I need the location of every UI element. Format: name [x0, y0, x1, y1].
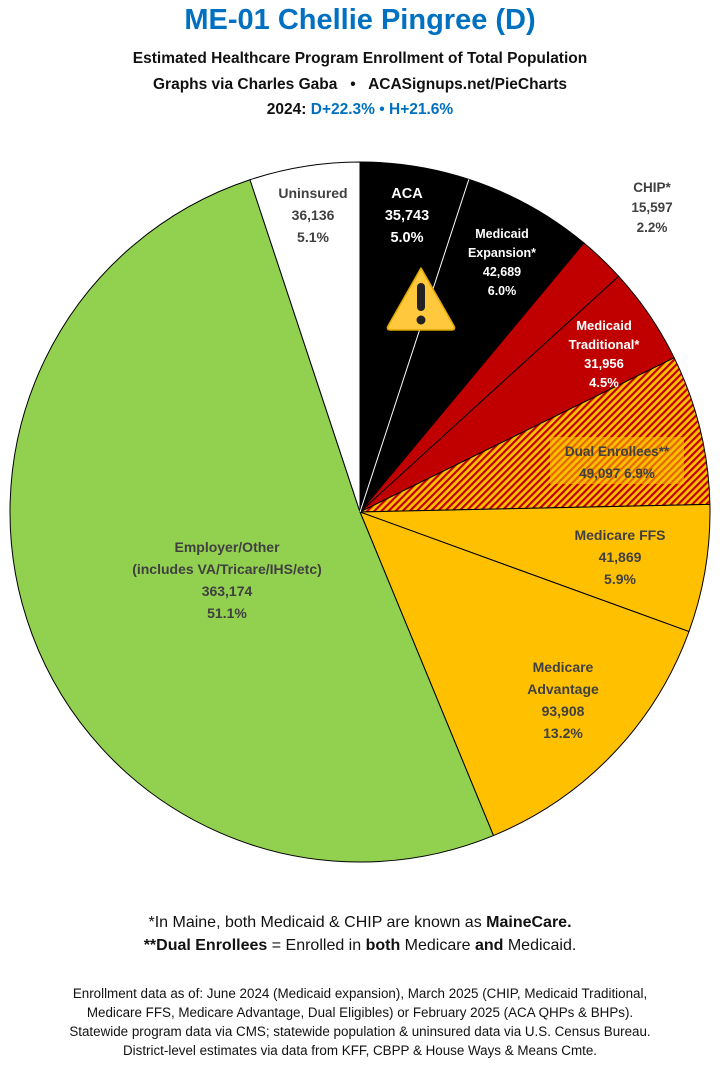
note-mainecare: *In Maine, both Medicaid & CHIP are know…: [0, 914, 720, 932]
note2-text1: = Enrolled in: [267, 937, 366, 954]
pvi-d: D+22.3%: [310, 101, 375, 118]
label-employer-name2: (includes VA/Tricare/IHS/etc): [132, 561, 322, 577]
label-ffs-percent: 5.9%: [604, 571, 636, 587]
pvi-year: 2024:: [266, 101, 307, 118]
label-medicare-ffs: Medicare FFS 41,869 5.9%: [574, 527, 665, 587]
label-advantage-name2: Advantage: [527, 681, 599, 697]
label-uninsured-percent: 5.1%: [297, 229, 329, 245]
label-expansion-name2: Expansion*: [468, 246, 536, 260]
pie-slice-uninsured: [249, 161, 361, 513]
label-ffs-value: 41,869: [599, 549, 642, 565]
label-aca-percent: 5.0%: [390, 230, 423, 246]
label-chip-percent: 2.2%: [637, 220, 668, 235]
credit-separator: •: [350, 76, 356, 93]
label-employer-name1: Employer/Other: [174, 539, 280, 555]
label-employer-percent: 51.1%: [207, 605, 247, 621]
label-ffs-name: Medicare FFS: [574, 527, 665, 543]
pie-slice-medicaid-expansion: [359, 178, 585, 513]
source-line-4: District-level estimates via data from K…: [122, 1043, 598, 1058]
credit-url: ACASignups.net/PieCharts: [368, 76, 568, 93]
label-uninsured-value: 36,136: [292, 207, 335, 223]
note2-bold3: and: [474, 937, 504, 954]
pvi-h: H+21.6%: [389, 101, 454, 118]
aca-expansion-divider: [359, 179, 470, 513]
label-aca: ACA 35,743 5.0%: [385, 186, 429, 246]
pie-slice-medicare-advantage: [359, 511, 690, 837]
label-dual-name: Dual Enrollees**: [565, 444, 670, 459]
source-line-3: Statewide program data via CMS; statewid…: [69, 1024, 651, 1039]
label-medicare-advantage: Medicare Advantage 93,908 13.2%: [527, 659, 599, 741]
note2-text2: Medicare: [400, 937, 475, 954]
note2-text3: Medicaid.: [503, 937, 577, 954]
label-dual-value: 49,097 6.9%: [579, 466, 655, 481]
label-traditional-name2: Traditional*: [569, 337, 641, 352]
label-expansion-name1: Medicaid: [475, 227, 529, 241]
label-chip-value: 15,597: [631, 200, 672, 215]
note2-bold2: both: [365, 937, 401, 954]
note1-text: *In Maine, both Medicaid & CHIP are know…: [148, 914, 487, 931]
label-expansion-percent: 6.0%: [488, 284, 517, 298]
label-chip: CHIP* 15,597 2.2%: [631, 180, 672, 235]
dual-label-background: [550, 437, 684, 484]
label-advantage-value: 93,908: [542, 703, 585, 719]
pvi-line: 2024: D+22.3% • H+21.6%: [0, 101, 720, 119]
label-traditional-name1: Medicaid: [576, 318, 632, 333]
source-line-2: Medicare FFS, Medicare Advantage, Dual E…: [86, 1005, 634, 1020]
source-line-1: Enrollment data as of: June 2024 (Medica…: [72, 986, 648, 1001]
note2-bold1: **Dual Enrollees: [143, 937, 268, 954]
label-aca-name: ACA: [391, 186, 423, 202]
label-advantage-percent: 13.2%: [543, 725, 583, 741]
credit-author: Graphs via Charles Gaba: [152, 76, 338, 93]
label-employer-value: 363,174: [202, 583, 253, 599]
label-traditional-value: 31,956: [584, 356, 624, 371]
pie-chart: Uninsured 36,136 5.1% ACA 35,743 5.0% Me…: [9, 161, 711, 863]
chart-subtitle: Estimated Healthcare Program Enrollment …: [132, 50, 588, 67]
label-expansion-value: 42,689: [483, 265, 521, 279]
note-dual: **Dual Enrollees = Enrolled in both Medi…: [0, 937, 720, 955]
label-medicaid-traditional: Medicaid Traditional* 31,956 4.5%: [569, 318, 641, 390]
label-traditional-percent: 4.5%: [589, 375, 619, 390]
label-advantage-name1: Medicare: [533, 659, 594, 675]
label-aca-value: 35,743: [385, 208, 429, 224]
credit-line: Graphs via Charles Gaba • ACASignups.net…: [0, 76, 720, 94]
label-medicaid-expansion: Medicaid Expansion* 42,689 6.0%: [468, 227, 536, 298]
warning-icon: [386, 267, 456, 331]
pie-slices: [9, 161, 711, 863]
label-employer-other: Employer/Other (includes VA/Tricare/IHS/…: [132, 539, 322, 621]
label-uninsured: Uninsured 36,136 5.1%: [278, 185, 347, 245]
label-uninsured-name: Uninsured: [278, 185, 347, 201]
label-chip-name: CHIP*: [633, 180, 671, 195]
pie-slice-medicare-ffs: [359, 503, 711, 633]
pie-slice-employer-other-includes-va-tricare-ihs-etc: [9, 179, 495, 863]
pvi-sep: •: [379, 101, 385, 118]
note1-bold: MaineCare.: [486, 914, 572, 931]
label-dual-enrollees: Dual Enrollees** 49,097 6.9%: [565, 444, 670, 481]
chart-title: ME-01 Chellie Pingree (D): [184, 4, 536, 36]
